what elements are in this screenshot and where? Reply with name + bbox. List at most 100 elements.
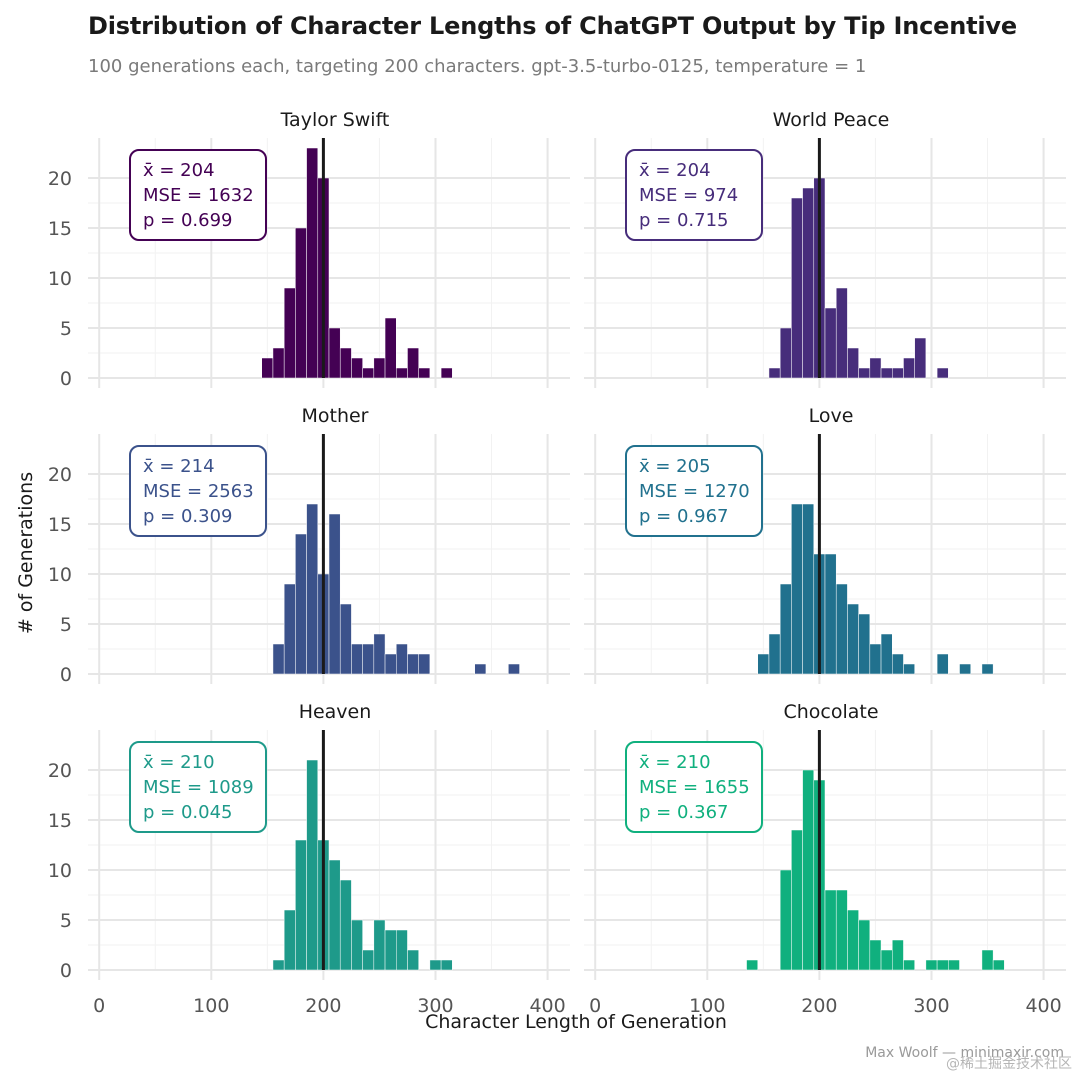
y-tick-label: 5 [60, 318, 72, 340]
annotation-text: x̄ = 204 [639, 160, 711, 181]
histogram-bar [959, 663, 971, 675]
annotation-box [625, 149, 763, 241]
histogram-bar [847, 603, 859, 675]
histogram-bar [418, 653, 431, 675]
x-tick-label: 100 [689, 995, 725, 1017]
histogram-bar [283, 909, 296, 971]
watermark-text: @稀土掘金技术社区 [946, 1056, 1072, 1072]
facet-label: Mother [301, 405, 368, 427]
annotation-text: p = 0.045 [143, 802, 232, 823]
annotation-box [625, 741, 763, 833]
annotation-text: MSE = 974 [639, 185, 738, 206]
histogram-bar [925, 959, 938, 971]
annotation-text: p = 0.367 [639, 802, 728, 823]
y-tick-label: 0 [60, 960, 72, 982]
histogram-bar [992, 959, 1005, 971]
histogram-bar [880, 949, 893, 971]
histogram-bar [981, 663, 994, 675]
x-tick-label: 300 [913, 995, 949, 1017]
y-tick-label: 5 [60, 614, 72, 636]
histogram-bar [892, 653, 904, 675]
histogram-bar [802, 503, 815, 675]
histogram-bar [351, 643, 363, 675]
histogram-bar [757, 653, 770, 675]
histogram-bar [295, 533, 307, 675]
histogram-bar [373, 919, 386, 971]
histogram-bar [384, 929, 397, 971]
annotation-text: MSE = 1632 [143, 185, 254, 206]
histogram-bar [339, 603, 352, 675]
y-tick-label: 0 [60, 368, 72, 390]
histogram-bar [936, 653, 949, 675]
histogram-bar [824, 889, 837, 971]
x-axis-title: Character Length of Generation [425, 1011, 727, 1033]
histogram-bar [328, 513, 341, 675]
y-axis-title: # of Generations [15, 472, 37, 634]
histogram-bar [351, 919, 363, 971]
histogram-bar [903, 357, 915, 379]
histogram-bar [892, 939, 904, 971]
histogram-bar [440, 959, 453, 971]
histogram-bar [306, 147, 319, 379]
histogram-bar [869, 357, 882, 379]
annotation-text: MSE = 1270 [639, 481, 750, 502]
annotation-text: p = 0.309 [143, 506, 232, 527]
x-tick-label: 200 [801, 995, 837, 1017]
y-tick-label: 15 [48, 514, 72, 536]
facet-label: Chocolate [783, 701, 878, 723]
histogram-bar [429, 959, 442, 971]
histogram-bar [869, 643, 882, 675]
annotation-text: p = 0.967 [639, 506, 728, 527]
y-tick-label: 20 [48, 464, 72, 486]
histogram-bar [306, 503, 319, 675]
histogram-bar [295, 227, 307, 379]
histogram-bar [914, 337, 927, 379]
histogram-bar [272, 347, 285, 379]
histogram-bar [869, 939, 882, 971]
histogram-bar [261, 357, 274, 379]
histogram-bar [384, 653, 397, 675]
annotation-text: x̄ = 210 [143, 752, 215, 773]
histogram-bar [418, 367, 431, 379]
histogram-bar [396, 929, 408, 971]
histogram-bar [903, 959, 915, 971]
histogram-bar [306, 759, 319, 971]
histogram-bar [779, 869, 792, 971]
y-tick-label: 15 [48, 218, 72, 240]
histogram-bar [407, 949, 419, 971]
annotation-text: p = 0.699 [143, 210, 232, 231]
facet-label: Love [809, 405, 854, 427]
histogram-bar [362, 949, 375, 971]
histogram-bar [981, 949, 994, 971]
histogram-bar [746, 959, 758, 971]
y-tick-label: 10 [48, 564, 72, 586]
histogram-bar [835, 287, 848, 379]
histogram-bar [835, 583, 848, 675]
y-tick-label: 20 [48, 168, 72, 190]
annotation-box [129, 445, 267, 537]
histogram-bar [936, 959, 949, 971]
histogram-bar [802, 769, 815, 971]
histogram-bar [824, 553, 837, 675]
facet-label: World Peace [773, 109, 890, 131]
histogram-bar [847, 909, 859, 971]
histogram-bar [396, 643, 408, 675]
histogram-bar [272, 643, 285, 675]
histogram-bar [384, 317, 397, 379]
annotation-text: x̄ = 205 [639, 456, 711, 477]
x-tick-label: 400 [529, 995, 565, 1017]
histogram-bar [474, 663, 487, 675]
histogram-bar [339, 879, 352, 971]
histogram-bar [936, 367, 949, 379]
annotation-text: p = 0.715 [639, 210, 728, 231]
facet-label: Taylor Swift [280, 109, 390, 131]
histogram-bar [768, 367, 781, 379]
histogram-bar [768, 633, 781, 675]
histogram-bar [362, 643, 375, 675]
histogram-bar [328, 327, 341, 379]
histogram-bar [858, 613, 871, 675]
x-tick-label: 400 [1025, 995, 1061, 1017]
histogram-bar [373, 357, 386, 379]
histogram-bar [373, 633, 386, 675]
